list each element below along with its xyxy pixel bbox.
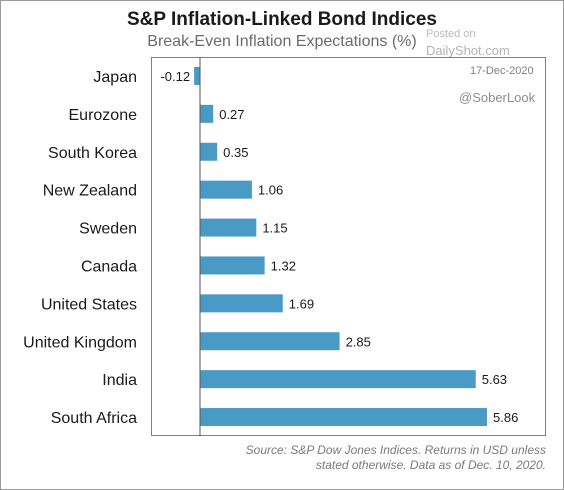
data-label: 5.63	[482, 372, 507, 387]
category-label: Eurozone	[69, 107, 138, 124]
bar-united-states	[200, 294, 283, 313]
bar-japan	[194, 66, 200, 85]
bar-sweden	[200, 218, 257, 237]
bar-south-korea	[200, 142, 218, 161]
source-line-2: stated otherwise. Data as of Dec. 10, 20…	[315, 458, 546, 472]
plot-area	[151, 57, 546, 436]
category-label: South Africa	[51, 410, 137, 427]
watermark-posted: Posted on	[426, 28, 476, 40]
data-label: 0.35	[223, 145, 248, 160]
data-label: 2.85	[346, 334, 371, 349]
data-label: 1.69	[289, 296, 314, 311]
bar-south-africa	[200, 408, 487, 427]
bar-canada	[200, 256, 265, 275]
bar-new-zealand	[200, 180, 252, 199]
data-label: 1.15	[262, 221, 287, 236]
watermark-date: 17-Dec-2020	[470, 65, 534, 77]
category-label: South Korea	[48, 145, 137, 162]
bar-india	[200, 370, 476, 389]
category-label: United States	[41, 296, 137, 313]
data-label: -0.12	[160, 69, 190, 84]
data-label: 1.32	[271, 258, 296, 273]
bar-united-kingdom	[200, 332, 340, 351]
category-label: India	[102, 372, 137, 389]
category-label: United Kingdom	[23, 334, 137, 351]
category-label: Canada	[81, 258, 137, 275]
watermark-site: DailyShot.com	[426, 43, 510, 58]
source-line-1: Source: S&P Dow Jones Indices. Returns i…	[245, 443, 546, 457]
source-note: Source: S&P Dow Jones Indices. Returns i…	[246, 443, 546, 473]
data-label: 1.06	[258, 183, 283, 198]
data-label: 5.86	[493, 410, 518, 425]
data-label: 0.27	[219, 107, 244, 122]
watermark-handle: @SoberLook	[459, 90, 536, 105]
bar-eurozone	[200, 104, 214, 123]
chart-title: S&P Inflation-Linked Bond Indices	[126, 9, 437, 30]
category-label: New Zealand	[43, 183, 137, 200]
category-label: Japan	[93, 69, 137, 86]
category-label: Sweden	[79, 221, 137, 238]
chart-subtitle: Break-Even Inflation Expectations (%)	[147, 33, 417, 50]
